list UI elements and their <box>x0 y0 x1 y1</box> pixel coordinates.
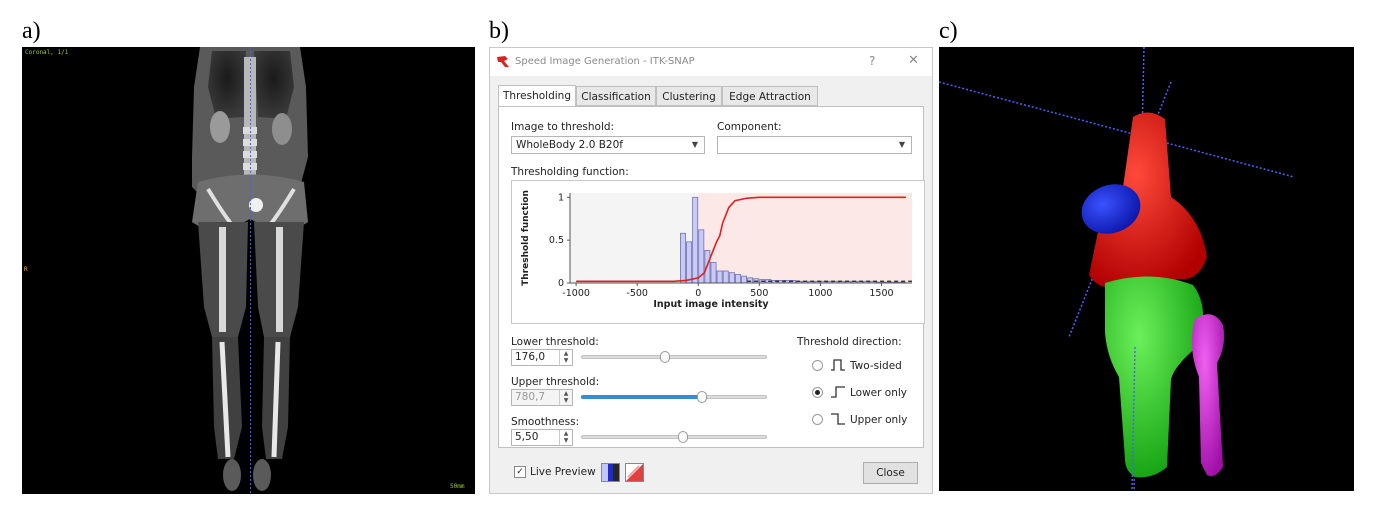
speed-preview-mode-button[interactable] <box>601 463 620 482</box>
axis-line <box>1131 346 1136 491</box>
tab-edge-attraction[interactable]: Edge Attraction <box>722 86 818 106</box>
x-tick-label: 1500 <box>869 288 893 299</box>
dialog-title: Speed Image Generation - ITK-SNAP <box>515 56 695 67</box>
smoothness-input[interactable]: 5,50 ▲ ▼ <box>511 429 573 446</box>
femur-model <box>1089 112 1207 289</box>
tab-clustering[interactable]: Clustering <box>656 86 722 106</box>
x-tick-label: 500 <box>750 288 768 299</box>
upper-threshold-slider-handle[interactable] <box>696 391 707 403</box>
threshold-direction-label: Threshold direction: <box>797 336 902 348</box>
two-sided-radio[interactable] <box>812 360 823 371</box>
upper-threshold-input[interactable]: 780,7 ▲ ▼ <box>511 389 573 406</box>
scale-bar-label: 50mm <box>450 483 465 490</box>
two-sided-label[interactable]: Two-sided <box>850 360 902 372</box>
live-preview-checkbox[interactable]: ✓ <box>514 466 526 478</box>
smoothness-label: Smoothness: <box>511 416 580 428</box>
threshold-function-plot: -1000 -500 0 500 1000 1500 0 0.5 1 Input image in… <box>511 180 925 324</box>
panel-label-c: c) <box>939 18 958 44</box>
lower-threshold-slider-handle[interactable] <box>659 351 670 363</box>
y-axis-title: Threshold function <box>521 190 531 286</box>
lower-only-profile-icon <box>831 386 845 398</box>
radio-selected-dot <box>815 390 820 395</box>
histogram-bar <box>741 275 748 284</box>
tab-classification[interactable]: Classification <box>576 86 656 106</box>
view-orientation-label: Coronal, 1/1 <box>25 49 69 56</box>
upper-only-profile-icon <box>831 413 845 425</box>
upper-threshold-value: 780,7 <box>515 391 546 403</box>
y-tick-label: 0.5 <box>549 235 564 246</box>
threshold-chart-svg: -1000 -500 0 500 1000 1500 0 0.5 1 Input image in… <box>521 190 912 310</box>
image-to-threshold-label: Image to threshold: <box>511 121 615 133</box>
knee-bones-render <box>939 47 1295 491</box>
lower-threshold-input[interactable]: 176,0 ▲ ▼ <box>511 349 573 366</box>
smoothness-slider[interactable] <box>581 435 767 439</box>
upper-threshold-label: Upper threshold: <box>511 376 600 388</box>
histogram-bar <box>716 270 723 284</box>
tab-thresholding[interactable]: Thresholding <box>498 85 576 107</box>
lower-only-label[interactable]: Lower only <box>850 387 908 399</box>
dialog-titlebar[interactable]: Speed Image Generation - ITK-SNAP ? ✕ <box>490 48 932 76</box>
patella-model <box>1081 184 1141 234</box>
x-tick-label: -500 <box>626 288 648 299</box>
side-marker-label: R <box>24 266 28 273</box>
ct-coronal-view[interactable]: Coronal, 1/1 R 50mm <box>22 47 475 494</box>
grayscale-blue-preview-icon <box>602 464 619 481</box>
thresholding-function-label: Thresholding function: <box>511 166 629 178</box>
lower-threshold-label: Lower threshold: <box>511 336 599 348</box>
x-tick-label: 0 <box>695 288 701 299</box>
image-to-threshold-value: WholeBody 2.0 B20f <box>516 139 623 151</box>
histogram-bar <box>722 270 729 284</box>
histogram-bar <box>686 241 693 284</box>
fibula-model <box>1191 314 1225 476</box>
upper-threshold-slider-fill <box>581 395 702 399</box>
spin-arrows-icon[interactable]: ▲ ▼ <box>559 350 572 365</box>
histogram-bar <box>680 232 686 284</box>
y-tick-label: 0 <box>558 278 564 289</box>
x-tick-label: -1000 <box>562 288 590 299</box>
itk-snap-logo-icon <box>497 56 509 67</box>
image-to-threshold-select[interactable]: WholeBody 2.0 B20f ▼ <box>511 136 705 154</box>
3d-surface-render[interactable] <box>939 47 1354 491</box>
live-preview-label[interactable]: Live Preview <box>530 466 596 478</box>
upper-only-radio[interactable] <box>812 414 823 425</box>
below-threshold-shade <box>570 193 699 283</box>
threshold-curve <box>576 196 906 283</box>
help-button[interactable]: ? <box>869 54 876 68</box>
red-overlay-preview-icon <box>626 464 643 481</box>
histogram-bar <box>692 196 699 284</box>
component-label: Component: <box>717 121 782 133</box>
spin-arrows-icon[interactable]: ▲ ▼ <box>559 430 572 445</box>
y-tick-label: 1 <box>558 192 564 203</box>
overlay-preview-mode-button[interactable] <box>625 463 644 482</box>
lower-only-radio[interactable] <box>812 387 823 398</box>
two-sided-profile-icon <box>831 359 845 371</box>
tibia-model <box>1105 276 1204 478</box>
chevron-down-icon: ▼ <box>691 140 698 149</box>
histogram-bar <box>747 277 754 284</box>
panel-label-a: a) <box>22 18 41 44</box>
component-select[interactable]: ▼ <box>717 136 912 154</box>
lower-threshold-value: 176,0 <box>515 351 546 363</box>
speed-image-dialog: Speed Image Generation - ITK-SNAP ? ✕ Th… <box>489 47 933 494</box>
x-tick-label: 1000 <box>808 288 832 299</box>
chevron-down-icon: ▼ <box>898 140 905 149</box>
histogram-bar <box>710 262 717 284</box>
window-close-button[interactable]: ✕ <box>908 53 919 68</box>
histogram-bar <box>734 274 741 284</box>
x-axis-title: Input image intensity <box>653 299 769 310</box>
upper-only-label[interactable]: Upper only <box>850 414 908 426</box>
spin-arrows-icon[interactable]: ▲ ▼ <box>559 390 572 405</box>
close-button[interactable]: Close <box>863 462 918 484</box>
axis-line <box>939 81 1295 178</box>
histogram-bar <box>728 272 735 284</box>
lower-threshold-slider[interactable] <box>581 355 767 359</box>
ct-body-image <box>192 47 308 494</box>
panel-label-b: b) <box>489 18 509 44</box>
above-threshold-shade <box>698 193 912 283</box>
smoothness-value: 5,50 <box>515 431 539 443</box>
smoothness-slider-handle[interactable] <box>678 431 689 443</box>
